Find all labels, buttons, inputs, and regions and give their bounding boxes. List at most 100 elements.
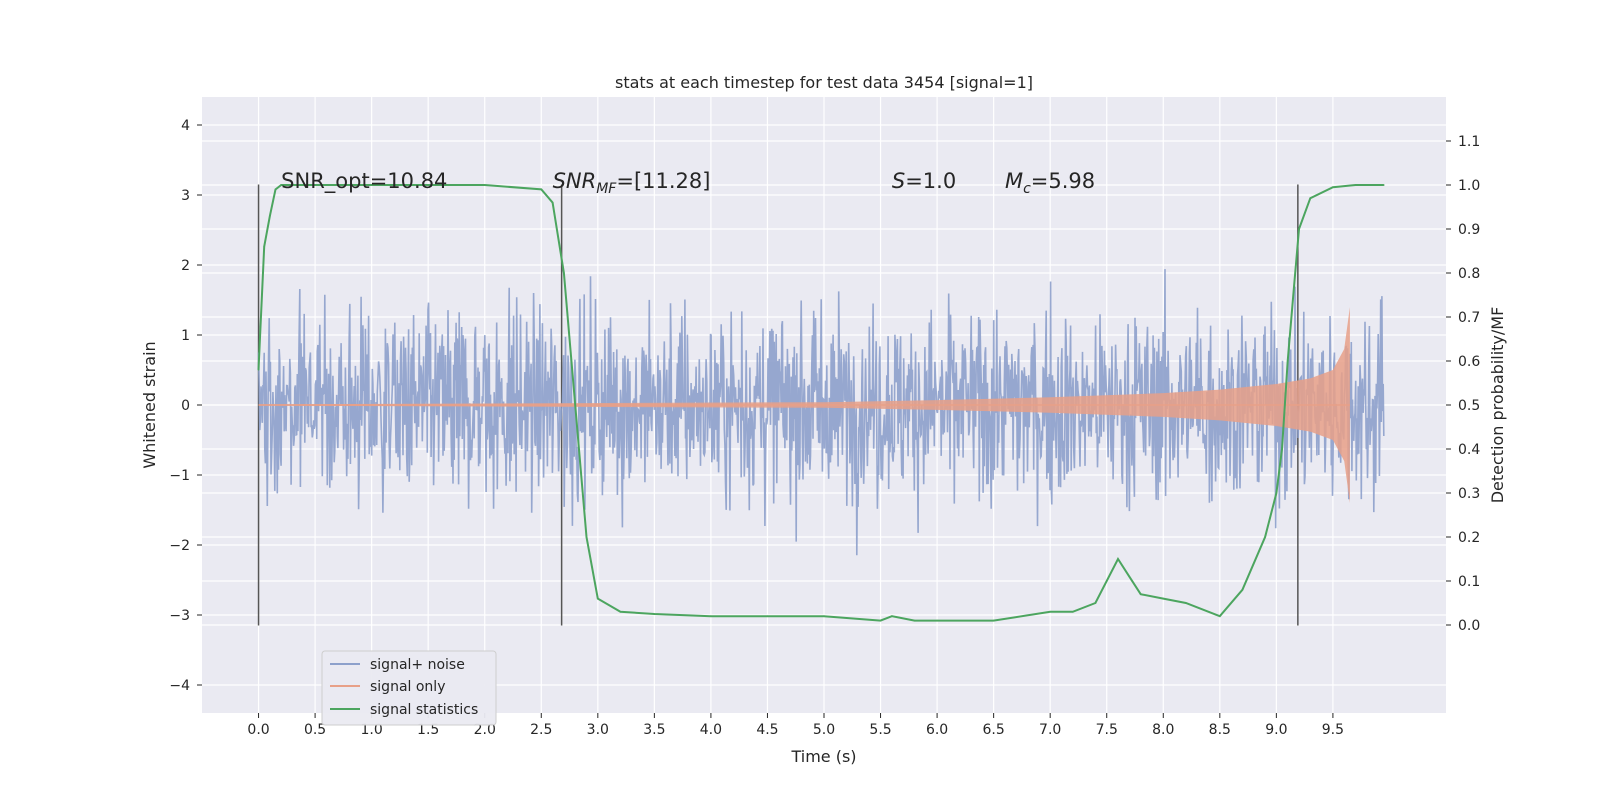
statistics-point [551,201,554,204]
y2-tick-label: 1.1 [1458,134,1480,150]
legend-label-signal-statistics: signal statistics [370,702,478,718]
y2-tick-label: 0.4 [1458,442,1480,458]
statistics-point [1072,611,1074,613]
x-tick-label: 1.5 [417,722,439,738]
y2-tick-label: 0.0 [1458,618,1480,634]
x-tick-label: 4.0 [700,722,722,738]
annotation-1: SNRMF=[11.28] [553,169,711,197]
y2-axis-label: Detection probability/MF [1488,307,1507,504]
x-tick-label: 3.5 [643,722,665,738]
statistics-point [540,188,543,191]
legend-label-signal-only: signal only [370,679,445,695]
annotation-2: S=1.0 [892,169,956,193]
statistics-point [1281,448,1283,450]
statistics-point [483,184,486,186]
legend-label-signal-plus-noise: signal+ noise [370,657,465,673]
statistics-point [1292,294,1295,296]
statistics-point [370,184,373,186]
statistics-point [314,184,316,186]
y2-tick-label: 1.0 [1458,178,1480,194]
statistics-point [1094,602,1097,604]
series-signal-only [258,307,1350,503]
y2-tick-label: 0.2 [1458,530,1480,546]
statistics-point [1298,228,1300,230]
statistics-point [1128,575,1131,578]
statistics-point [1309,197,1312,199]
annotations: SNR_opt=10.84 SNRMF=[11.28] S=1.0 Mc=5.98 [281,169,1095,197]
y-tick-label: 4 [181,118,190,134]
y-tick-label: −1 [169,468,190,484]
statistics-point [913,619,916,622]
x-tick-label: 5.5 [869,722,891,738]
x-tick-label: 5.0 [813,722,835,738]
x-tick-label: 9.5 [1322,722,1344,738]
y-axis-ticks: 4 3 2 1 0 −1 −2 −3 −4 [169,118,202,694]
statistics-point [585,536,588,538]
statistics-point [1264,536,1266,538]
statistics-point [269,215,271,217]
y2-tick-label: 0.1 [1458,574,1480,590]
statistics-point [1139,593,1142,595]
x-tick-label: 3.0 [587,722,609,738]
y2-tick-label: 0.5 [1458,398,1480,414]
x-tick-label: 6.0 [926,722,948,738]
statistics-point [710,615,712,617]
legend-box [321,650,497,726]
statistics-point [1185,602,1187,604]
x-tick-label: 8.5 [1209,722,1231,738]
x-tick-label: 2.0 [474,722,496,738]
statistics-point [1354,184,1357,186]
x-axis-label: Time (s) [790,747,856,766]
statistics-point [1286,360,1289,362]
legend: signal+ noise signal only signal statist… [321,650,497,726]
x-tick-label: 9.0 [1265,722,1287,738]
statistics-point [1049,611,1051,613]
x-tick-label: 0.0 [247,722,269,738]
y2-tick-label: 0.3 [1458,486,1480,502]
annotation-0: SNR_opt=10.84 [281,169,447,194]
x-tick-label: 2.5 [530,722,552,738]
statistics-point [1117,558,1119,560]
statistics-point [563,272,565,274]
statistics-point [1241,589,1244,591]
x-tick-label: 4.5 [756,722,778,738]
annotation-3: Mc=5.98 [1005,169,1095,197]
statistics-point [992,619,995,622]
y2-tick-label: 0.8 [1458,266,1480,282]
x-tick-label: 0.5 [304,722,326,738]
statistics-point [1275,492,1278,494]
y-tick-label: −2 [169,538,190,554]
y-tick-label: 0 [181,398,190,414]
statistics-point [936,619,938,622]
statistics-point [280,184,282,186]
y2-tick-label: 0.6 [1458,354,1480,370]
y-tick-label: −3 [169,608,190,624]
statistics-point [879,619,882,622]
statistics-point [1332,186,1334,188]
x-tick-label: 8.0 [1152,722,1174,738]
y-tick-label: 1 [181,328,190,344]
statistics-point [619,611,622,613]
statistics-point [574,404,576,406]
statistics-point [274,188,277,191]
series-signal-plus-noise [257,269,1385,556]
statistics-point [427,184,429,186]
y2-axis-ticks: 1.1 1.0 0.9 0.8 0.7 0.6 0.5 0.4 0.3 0.2 0.1 0.0 [1446,134,1480,634]
statistics-point [1219,615,1221,617]
statistics-point [1383,184,1385,186]
statistics-point [766,615,769,617]
y-tick-label: 2 [181,258,190,274]
y2-tick-label: 0.7 [1458,310,1480,326]
x-axis-ticks: 0.0 0.5 1.0 1.5 2.0 2.5 3.0 3.5 4.0 4.5 5.0 5.5 6.0 6… [247,713,1344,738]
chart-title: stats at each timestep for test data 345… [615,73,1033,92]
statistics-point [891,615,893,617]
series-signal-statistics [257,184,1385,622]
statistics-point [597,597,599,600]
noise-trace [257,269,1385,556]
statistics-point [1162,597,1165,600]
y-tick-label: −4 [169,678,190,694]
x-tick-label: 7.5 [1096,722,1118,738]
y2-tick-label: 0.9 [1458,222,1480,238]
statistics-point [653,613,656,615]
